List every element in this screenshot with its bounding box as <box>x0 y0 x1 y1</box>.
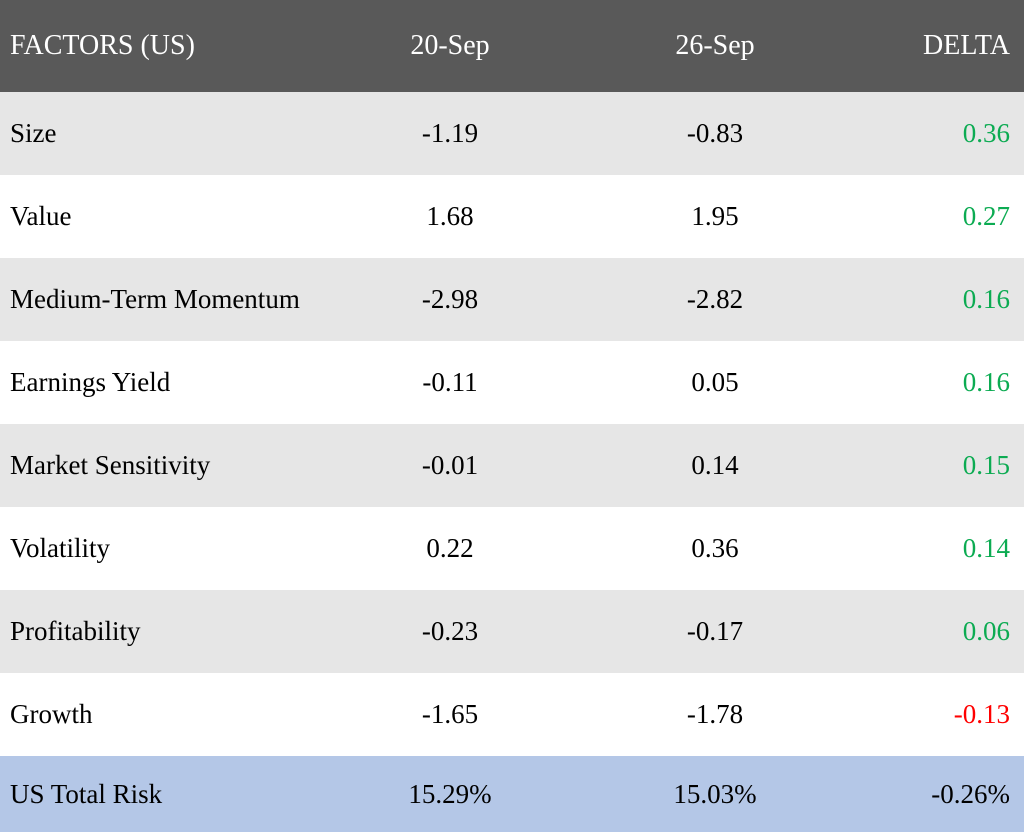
table-row-earnings-yield: Earnings Yield -0.11 0.05 0.16 <box>0 341 1024 424</box>
value-26-sep: 0.05 <box>691 367 739 397</box>
table-row-size: Size -1.19 -0.83 0.36 <box>0 92 1024 175</box>
factor-name: Medium-Term Momentum <box>10 284 300 314</box>
total-risk-26-sep: 15.03% <box>673 778 757 809</box>
factor-name: Profitability <box>10 616 141 646</box>
value-20-sep: -1.65 <box>421 699 479 729</box>
factor-name: Volatility <box>10 533 111 563</box>
table-row-growth: Growth -1.65 -1.78 -0.13 <box>0 673 1024 756</box>
value-26-sep: -0.17 <box>686 616 744 646</box>
value-26-sep: -0.83 <box>686 118 744 148</box>
total-risk-label: US Total Risk <box>10 778 163 809</box>
factor-name: Market Sensitivity <box>10 450 211 480</box>
header-col-26-sep: 26-Sep <box>675 30 755 61</box>
value-26-sep: 1.95 <box>691 201 739 231</box>
value-26-sep: -2.82 <box>686 284 744 314</box>
value-20-sep: -1.19 <box>421 118 479 148</box>
value-20-sep: -0.01 <box>421 450 479 480</box>
header-factors-label: FACTORS (US) <box>10 30 195 61</box>
table-row-profitability: Profitability -0.23 -0.17 0.06 <box>0 590 1024 673</box>
delta-value: 0.14 <box>962 533 1010 563</box>
value-20-sep: 0.22 <box>426 533 474 563</box>
table-row-medium-term-momentum: Medium-Term Momentum -2.98 -2.82 0.16 <box>0 258 1024 341</box>
table-header-row: FACTORS (US) 20-Sep 26-Sep DELTA <box>0 0 1024 92</box>
value-20-sep: -0.11 <box>422 367 478 397</box>
delta-value: 0.16 <box>962 284 1010 314</box>
value-20-sep: -0.23 <box>421 616 479 646</box>
factor-name: Growth <box>10 699 93 729</box>
total-risk-delta: -0.26% <box>931 778 1010 809</box>
delta-value: 0.27 <box>962 201 1010 231</box>
delta-value: 0.16 <box>962 367 1010 397</box>
delta-value: 0.36 <box>962 118 1010 148</box>
value-20-sep: -2.98 <box>421 284 479 314</box>
value-26-sep: -1.78 <box>686 699 744 729</box>
header-col-20-sep: 20-Sep <box>410 30 490 61</box>
header-col-delta: DELTA <box>923 30 1010 61</box>
value-20-sep: 1.68 <box>426 201 474 231</box>
factor-name: Value <box>10 201 72 231</box>
total-risk-20-sep: 15.29% <box>408 778 492 809</box>
table-row-value: Value 1.68 1.95 0.27 <box>0 175 1024 258</box>
delta-value: 0.06 <box>962 616 1010 646</box>
delta-value: -0.13 <box>953 699 1010 729</box>
table-body: Size -1.19 -0.83 0.36 Value 1.68 1.95 0.… <box>0 92 1024 756</box>
table-row-market-sensitivity: Market Sensitivity -0.01 0.14 0.15 <box>0 424 1024 507</box>
table-row-volatility: Volatility 0.22 0.36 0.14 <box>0 507 1024 590</box>
delta-value: 0.15 <box>962 450 1010 480</box>
factor-name: Size <box>10 118 57 148</box>
table-total-row: US Total Risk 15.29% 15.03% -0.26% <box>0 756 1024 832</box>
value-26-sep: 0.14 <box>691 450 739 480</box>
value-26-sep: 0.36 <box>691 533 739 563</box>
factor-name: Earnings Yield <box>10 367 171 397</box>
